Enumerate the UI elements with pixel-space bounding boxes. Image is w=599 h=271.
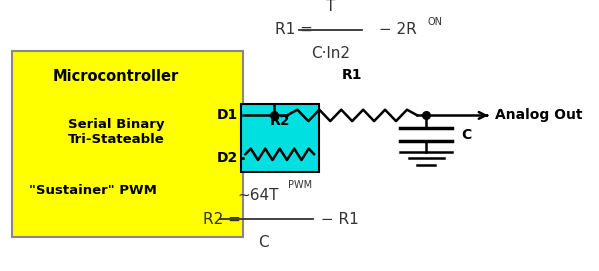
Text: T: T xyxy=(326,0,335,14)
Text: C: C xyxy=(461,128,471,142)
FancyBboxPatch shape xyxy=(241,104,319,172)
Text: Microcontroller: Microcontroller xyxy=(53,69,179,84)
Text: D1: D1 xyxy=(216,108,238,122)
Text: R1: R1 xyxy=(342,68,362,82)
Text: R2: R2 xyxy=(270,114,290,128)
Text: Serial Binary
Tri-Stateable: Serial Binary Tri-Stateable xyxy=(68,118,164,146)
Text: "Sustainer" PWM: "Sustainer" PWM xyxy=(29,184,157,197)
Text: D2: D2 xyxy=(216,151,238,165)
Text: PWM: PWM xyxy=(288,180,312,191)
Text: − R1: − R1 xyxy=(316,212,359,227)
FancyBboxPatch shape xyxy=(11,51,243,237)
Text: R2 =: R2 = xyxy=(203,212,246,227)
Text: R1 =: R1 = xyxy=(276,22,318,37)
Text: ~64T: ~64T xyxy=(237,188,279,203)
Text: − 2R: − 2R xyxy=(374,22,417,37)
Text: C·ln2: C·ln2 xyxy=(311,46,350,61)
Text: Analog Out: Analog Out xyxy=(495,108,582,122)
Text: C: C xyxy=(259,235,269,250)
Text: ON: ON xyxy=(428,17,443,27)
